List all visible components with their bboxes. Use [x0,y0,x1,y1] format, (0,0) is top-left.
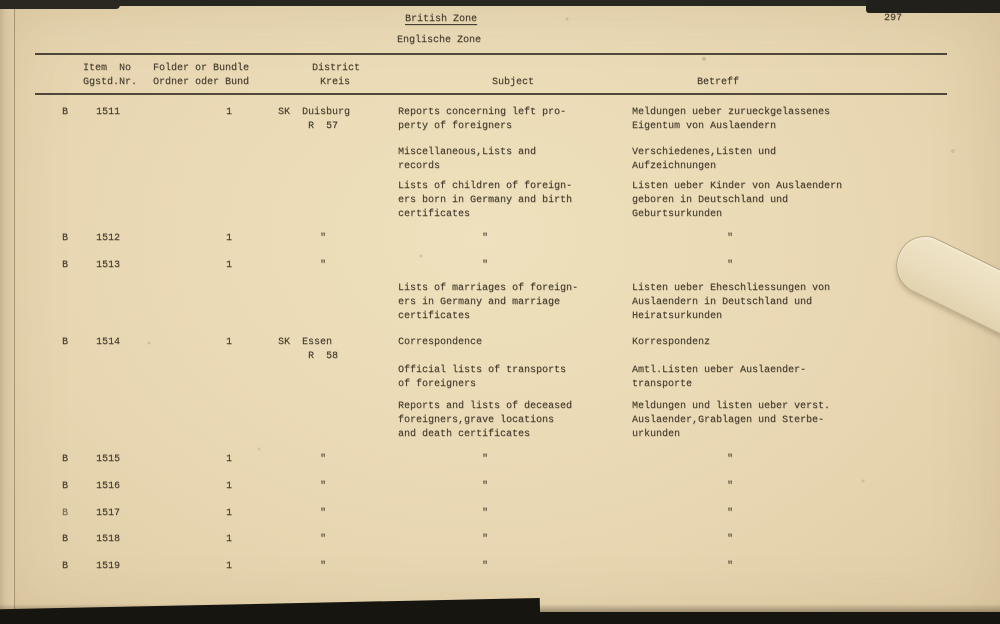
folder-count: 1 [226,561,233,572]
ditto-mark: " [320,454,327,465]
betreff-cell: Meldungen ueber zurueckgelassenes Eigent… [632,107,831,132]
folder-count: 1 [226,454,233,465]
item-number: 1511 [96,107,121,118]
ditto-mark: " [320,561,327,572]
item-number: 1513 [96,260,121,271]
subject-cell: Reports concerning left pro- perty of fo… [398,107,567,132]
item-letter: B [62,233,69,244]
subject-cell: Official lists of transports of foreigne… [398,365,567,390]
rule-header-bottom [35,93,947,95]
betreff-cell: Verschiedenes,Listen und Aufzeichnungen [632,147,777,172]
item-number: 1516 [96,481,121,492]
ditto-mark: " [482,561,489,572]
page-holder-artifact [886,226,1000,357]
item-letter: B [62,337,69,348]
betreff-cell: Listen ueber Eheschliessungen von Auslae… [632,283,831,322]
subject-cell: Lists of marriages of foreign- ers in Ge… [398,283,579,322]
folder-count: 1 [226,233,233,244]
item-letter: B [62,481,69,492]
col-header-folder: Folder or Bundle Ordner oder Bund [153,63,250,88]
ditto-mark: " [727,454,734,465]
ditto-mark: " [320,481,327,492]
book-spine-edge [0,0,15,624]
folder-count: 1 [226,337,233,348]
item-letter: B [62,561,69,572]
betreff-cell: Amtl.Listen ueber Auslaender- transporte [632,365,807,390]
item-letter: B [62,107,69,118]
scan-edge-top-left [0,0,120,9]
ditto-mark: " [320,260,327,271]
ditto-mark: " [320,508,327,519]
col-header-betreff: Betreff [697,77,740,88]
ditto-mark: " [727,561,734,572]
subject-cell: Correspondence [398,337,483,348]
ditto-mark: " [320,534,327,545]
ditto-mark: " [727,260,734,271]
ditto-mark: " [727,534,734,545]
col-header-kreis: Kreis [320,77,351,88]
ditto-mark: " [482,454,489,465]
item-letter: B [62,508,69,519]
ditto-mark: " [727,233,734,244]
item-number: 1518 [96,534,121,545]
betreff-cell: Korrespondenz [632,337,711,348]
item-letter: B [62,534,69,545]
district-cell: SK Duisburg R 57 [278,107,351,132]
rule-header-top [35,53,947,55]
col-header-district: District [312,63,361,74]
ditto-mark: " [482,233,489,244]
scan-edge-top [0,0,1000,6]
page-subtitle: Englische Zone [397,35,482,46]
district-cell: SK Essen R 58 [278,337,339,362]
page-number: 297 [884,13,903,24]
ditto-mark: " [727,481,734,492]
folder-count: 1 [226,534,233,545]
betreff-cell: Listen ueber Kinder von Auslaendern gebo… [632,181,843,220]
col-header-subject: Subject [492,77,535,88]
ditto-mark: " [482,534,489,545]
scan-edge-bottom-left [0,598,541,624]
page-title: British Zone [405,14,478,25]
item-number: 1515 [96,454,121,465]
col-header-item: Item No Ggstd.Nr. [83,63,138,88]
item-number: 1517 [96,508,121,519]
ditto-mark: " [727,508,734,519]
ditto-mark: " [482,260,489,271]
subject-cell: Reports and lists of deceased foreigners… [398,401,573,440]
betreff-cell: Meldungen und listen ueber verst. Auslae… [632,401,831,440]
ditto-mark: " [320,233,327,244]
folder-count: 1 [226,481,233,492]
item-letter: B [62,260,69,271]
folder-count: 1 [226,107,233,118]
item-letter: B [62,454,69,465]
item-number: 1512 [96,233,121,244]
folder-count: 1 [226,508,233,519]
ditto-mark: " [482,481,489,492]
subject-cell: Miscellaneous,Lists and records [398,147,537,172]
item-number: 1514 [96,337,121,348]
folder-count: 1 [226,260,233,271]
scan-edge-top-right [866,0,1000,13]
subject-cell: Lists of children of foreign- ers born i… [398,181,573,220]
item-number: 1519 [96,561,121,572]
ditto-mark: " [482,508,489,519]
